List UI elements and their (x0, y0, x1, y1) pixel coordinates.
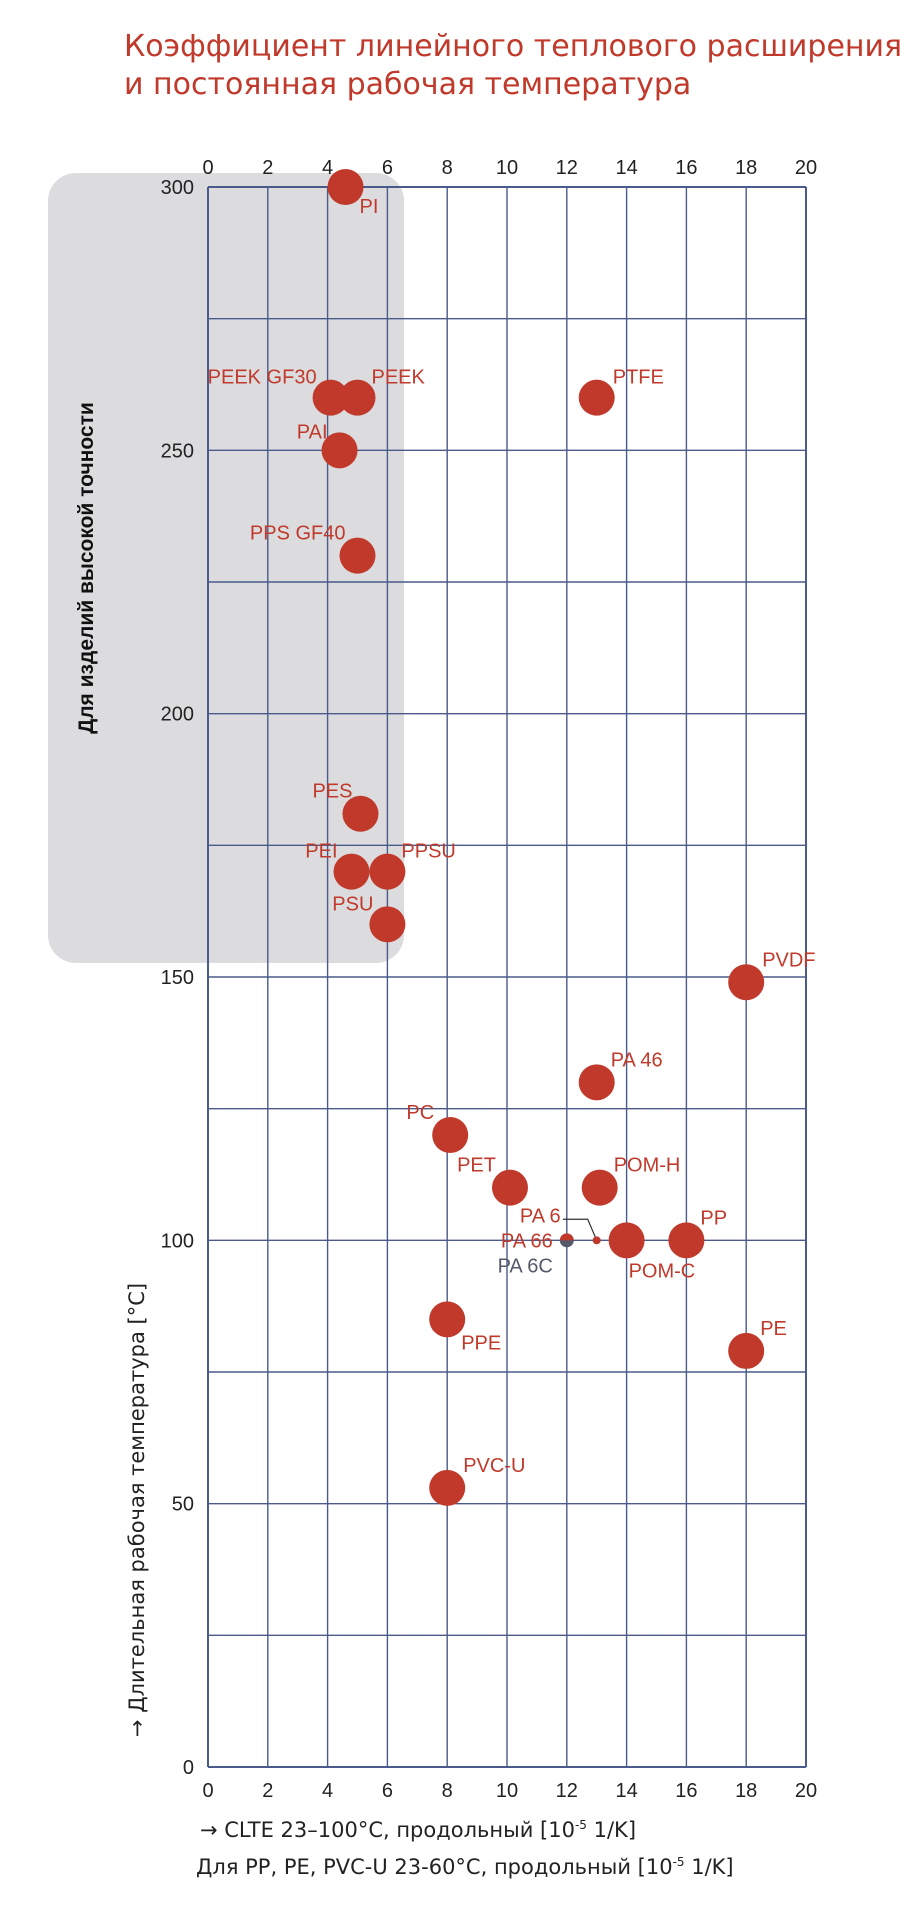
point-label-pet: PET (457, 1155, 496, 1177)
y-tick-label: 250 (161, 440, 194, 462)
point-pe (728, 1332, 765, 1369)
x-tick-label-bottom: 8 (442, 1780, 453, 1802)
x-tick-label-bottom: 4 (322, 1780, 333, 1802)
x-axis-label-2-sup: -5 (672, 1855, 685, 1869)
y-axis-label: → Длительная рабочая температура [°C] (125, 1283, 149, 1737)
x-tick-label-top: 16 (675, 157, 697, 179)
point-label-pei: PEI (305, 841, 337, 863)
x-axis-label-line-1: → CLTE 23–100°C, продольный [10-5 1/K] (200, 1818, 636, 1842)
point-pom-c (608, 1222, 645, 1259)
data-points: PI PEEK GF30 PEEK PTFE PAI PPS GF40 PES PEI PPSU… (208, 169, 816, 1506)
point-label-pa-6c: PA 6C (498, 1255, 553, 1277)
x-tick-label-top: 10 (496, 157, 518, 179)
point-pai (321, 432, 358, 469)
point-pom-h (581, 1169, 618, 1206)
x-tick-label-top: 0 (202, 157, 213, 179)
point-label-pi: PI (360, 196, 379, 218)
y-tick-label: 100 (161, 1230, 194, 1252)
point-label-pai: PAI (297, 421, 328, 443)
point-label-ppsu: PPSU (401, 841, 455, 863)
point-label-pa-46: PA 46 (611, 1049, 663, 1071)
point-label-pps-gf40: PPS GF40 (250, 523, 346, 545)
x-axis-bottom-ticks: 0 2 4 6 8 10 12 14 16 18 20 (202, 1780, 817, 1802)
x-tick-label-top: 4 (322, 157, 333, 179)
x-tick-label-bottom: 18 (735, 1780, 757, 1802)
y-tick-label: 50 (172, 1494, 194, 1516)
point-pps-gf40 (339, 537, 376, 574)
chart-title-line-1: Коэффициент линейного теплового расширен… (124, 29, 900, 64)
point-label-pe: PE (760, 1318, 787, 1340)
x-tick-label-top: 18 (735, 157, 757, 179)
point-pes (342, 795, 379, 832)
point-pa-6 (592, 1236, 601, 1245)
high-precision-band-label: Для изделий высокой точности (75, 402, 98, 734)
point-ppe (429, 1301, 466, 1338)
x-tick-label-bottom: 16 (675, 1780, 697, 1802)
point-peek-gf30 (312, 379, 349, 416)
x-axis-label-1-sup: -5 (574, 1818, 587, 1832)
point-pa-46 (578, 1064, 615, 1101)
point-label-pp: PP (700, 1207, 727, 1229)
x-tick-label-bottom: 0 (202, 1780, 213, 1802)
x-tick-label-top: 2 (262, 157, 273, 179)
point-pp (668, 1222, 705, 1259)
point-label-ppe: PPE (461, 1332, 501, 1354)
x-tick-label-top: 14 (615, 157, 637, 179)
x-tick-label-bottom: 14 (615, 1780, 637, 1802)
point-peek (339, 379, 376, 416)
point-label-pa-66: PA 66 (501, 1230, 553, 1252)
x-tick-label-bottom: 10 (496, 1780, 518, 1802)
point-label-ptfe: PTFE (613, 367, 664, 389)
point-label-pes: PES (312, 781, 352, 803)
y-tick-label: 0 (183, 1757, 194, 1779)
x-tick-label-bottom: 6 (382, 1780, 393, 1802)
point-pet (491, 1169, 528, 1206)
y-tick-label: 300 (161, 177, 194, 199)
point-label-pvc-u: PVC-U (463, 1455, 525, 1477)
x-tick-label-top: 6 (382, 157, 393, 179)
pa6-leader-line (562, 1218, 598, 1241)
point-label-pa-6: PA 6 (520, 1205, 561, 1227)
point-label-peek: PEEK (372, 367, 426, 389)
y-tick-label: 200 (161, 704, 194, 726)
x-axis-label-2-prefix: Для PP, PE, PVC-U 23-60°C, продольный [1… (196, 1855, 673, 1879)
point-pa-6c (559, 1233, 574, 1241)
point-pc (432, 1117, 469, 1153)
point-label-psu: PSU (332, 893, 373, 915)
point-ppsu (369, 853, 406, 890)
point-ptfe (578, 379, 615, 416)
point-label-pom-h: POM-H (614, 1155, 681, 1177)
x-axis-label-2-suffix: 1/K] (684, 1855, 734, 1879)
point-label-pc: PC (406, 1102, 434, 1124)
point-label-pvdf: PVDF (762, 949, 815, 971)
point-label-peek-gf30: PEEK GF30 (208, 367, 317, 389)
x-tick-label-top: 8 (442, 157, 453, 179)
chart-title: Коэффициент линейного теплового расширен… (124, 28, 900, 104)
x-tick-label-bottom: 2 (262, 1780, 273, 1802)
y-tick-label: 150 (161, 967, 194, 989)
x-tick-label-top: 12 (556, 157, 578, 179)
high-precision-band (48, 173, 404, 963)
point-psu (369, 906, 406, 943)
x-tick-label-top: 20 (795, 157, 817, 179)
point-pi (327, 169, 364, 205)
point-pa-6c-lower (559, 1240, 574, 1248)
x-axis-top-ticks: 0 2 4 6 8 10 12 14 16 18 20 (202, 157, 817, 179)
point-pvc-u (429, 1469, 466, 1506)
x-tick-label-bottom: 20 (795, 1780, 817, 1802)
point-label-pom-c: POM-C (629, 1260, 696, 1282)
x-axis-label-1-suffix: 1/K] (586, 1818, 637, 1842)
x-axis-label-1-prefix: → CLTE 23–100°C, продольный [10 (200, 1818, 575, 1842)
point-pvdf (728, 964, 765, 1001)
x-tick-label-bottom: 12 (556, 1780, 578, 1802)
y-axis-ticks: 0 50 100 150 200 250 300 (161, 177, 194, 1779)
chart-title-line-2: и постоянная рабочая температура (124, 67, 692, 102)
x-axis-label-line-2: Для PP, PE, PVC-U 23-60°C, продольный [1… (196, 1855, 734, 1879)
point-pei (333, 853, 370, 890)
